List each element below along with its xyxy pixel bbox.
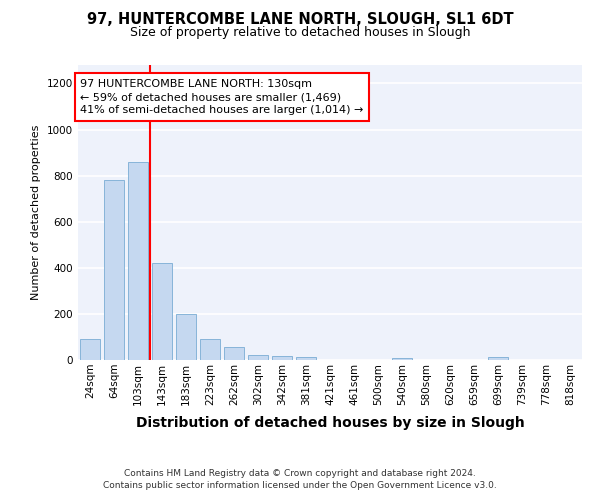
Bar — [272, 356, 292, 360]
Bar — [104, 180, 124, 360]
Text: Size of property relative to detached houses in Slough: Size of property relative to detached ho… — [130, 26, 470, 39]
Bar — [128, 162, 148, 360]
Bar — [248, 355, 268, 360]
Bar — [200, 340, 220, 360]
X-axis label: Distribution of detached houses by size in Slough: Distribution of detached houses by size … — [136, 416, 524, 430]
Text: 97, HUNTERCOMBE LANE NORTH, SLOUGH, SL1 6DT: 97, HUNTERCOMBE LANE NORTH, SLOUGH, SL1 … — [86, 12, 514, 28]
Bar — [176, 314, 196, 360]
Bar — [392, 358, 412, 360]
Text: 97 HUNTERCOMBE LANE NORTH: 130sqm
← 59% of detached houses are smaller (1,469)
4: 97 HUNTERCOMBE LANE NORTH: 130sqm ← 59% … — [80, 79, 364, 115]
Bar — [80, 340, 100, 360]
Text: Contains HM Land Registry data © Crown copyright and database right 2024.
Contai: Contains HM Land Registry data © Crown c… — [103, 468, 497, 490]
Y-axis label: Number of detached properties: Number of detached properties — [31, 125, 41, 300]
Bar — [224, 348, 244, 360]
Bar — [296, 356, 316, 360]
Bar — [152, 263, 172, 360]
Bar — [488, 357, 508, 360]
